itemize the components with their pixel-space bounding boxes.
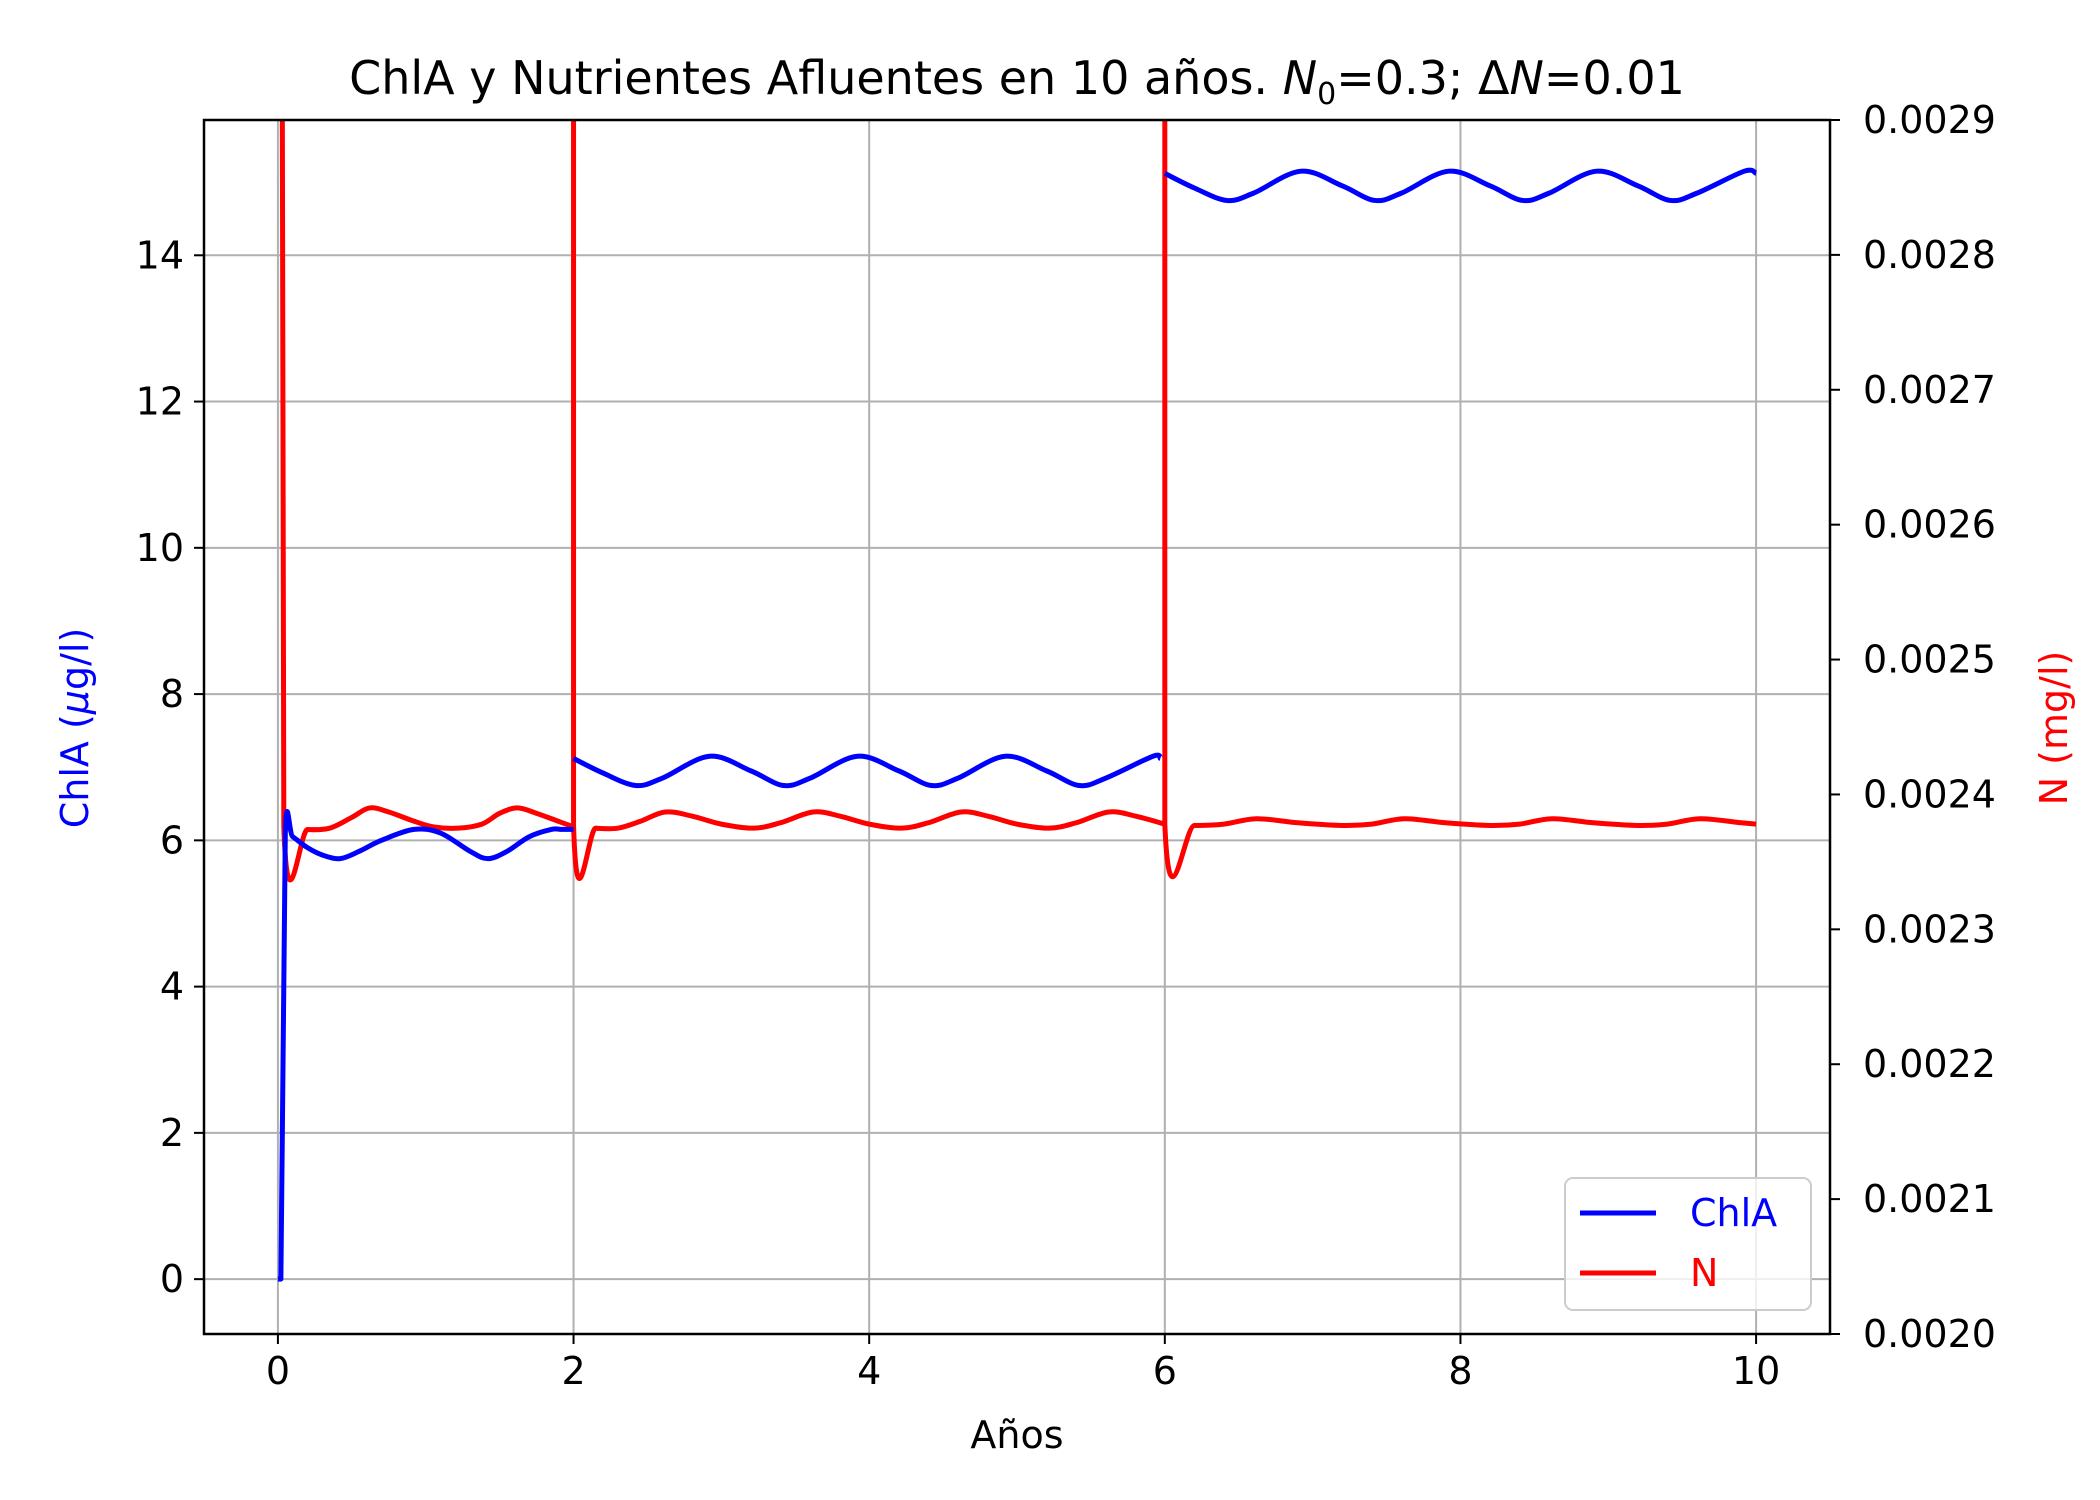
x-tick-label: 0 <box>266 1349 290 1393</box>
title-dn-value: =0.01 <box>1544 51 1685 105</box>
x-axis-title: Años <box>970 1413 1063 1457</box>
plot-series-group <box>277 120 1758 1282</box>
title-dn-symbol: N <box>1510 51 1544 105</box>
x-tick-label: 10 <box>1732 1349 1780 1393</box>
legend-n-label: N <box>1690 1251 1718 1295</box>
y2-tick-label: 0.0022 <box>1863 1042 1996 1086</box>
y2-tick-label: 0.0020 <box>1863 1312 1996 1356</box>
y2-tick-label: 0.0025 <box>1863 638 1996 682</box>
y2-tick-label: 0.0021 <box>1863 1177 1996 1221</box>
y2-tick-label: 0.0026 <box>1863 503 1996 547</box>
y2-tick-label: 0.0028 <box>1863 233 1996 277</box>
y-tick-label: 2 <box>160 1111 184 1155</box>
y-axis-title-mu: μ <box>53 690 97 715</box>
y-tick-label: 4 <box>160 965 184 1009</box>
title-n-subscript: 0 <box>1317 77 1336 112</box>
y2-tick-label: 0.0024 <box>1863 772 1996 816</box>
series-chla-segment-2 <box>572 752 1163 789</box>
legend-chla-label: ChlA <box>1690 1191 1777 1235</box>
x-tick-label: 6 <box>1153 1349 1177 1393</box>
series-n-segment-1 <box>279 120 575 883</box>
y2-tick-label: 0.0029 <box>1863 98 1996 142</box>
y-tick-label: 12 <box>136 380 184 424</box>
x-tick-label: 8 <box>1448 1349 1472 1393</box>
y2-axis-title: N (mg/l) <box>2032 651 2076 806</box>
y-axis-title: ChlA (μg/l) <box>53 628 97 829</box>
y-axis-title-suffix: g/l) <box>53 628 97 690</box>
y-tick-label: 10 <box>136 526 184 570</box>
x-tick-label: 4 <box>857 1349 881 1393</box>
legend: ChlA N <box>1564 1177 1812 1311</box>
series-n-segment-3 <box>1162 120 1757 880</box>
x-tick-label: 2 <box>561 1349 585 1393</box>
y-tick-label: 8 <box>160 672 184 716</box>
chart-title: ChlA y Nutrientes Afluentes en 10 años. … <box>349 51 1685 112</box>
y-tick-label: 14 <box>136 233 184 277</box>
plot-frame <box>202 118 1832 1336</box>
y-tick-label: 6 <box>160 818 184 862</box>
grid-lines <box>204 120 1830 1334</box>
axes-group: 0 2 4 6 8 10 0 2 4 6 8 10 12 14 0.0020 0.0021 0.0022 0.00… <box>136 98 1996 1393</box>
series-n-segment-2 <box>571 120 1166 881</box>
y-tick-label: 0 <box>160 1257 184 1301</box>
y-axis-title-prefix: ChlA ( <box>53 714 97 828</box>
series-chla-segment-1 <box>277 809 574 1282</box>
title-n0-value: =0.3; Δ <box>1336 51 1510 105</box>
title-prefix: ChlA y Nutrientes Afluentes en 10 años. <box>349 51 1283 105</box>
series-chla-segment-3 <box>1163 167 1758 204</box>
y2-tick-label: 0.0023 <box>1863 907 1996 951</box>
y2-tick-label: 0.0027 <box>1863 368 1996 412</box>
title-n-symbol: N <box>1283 51 1317 105</box>
